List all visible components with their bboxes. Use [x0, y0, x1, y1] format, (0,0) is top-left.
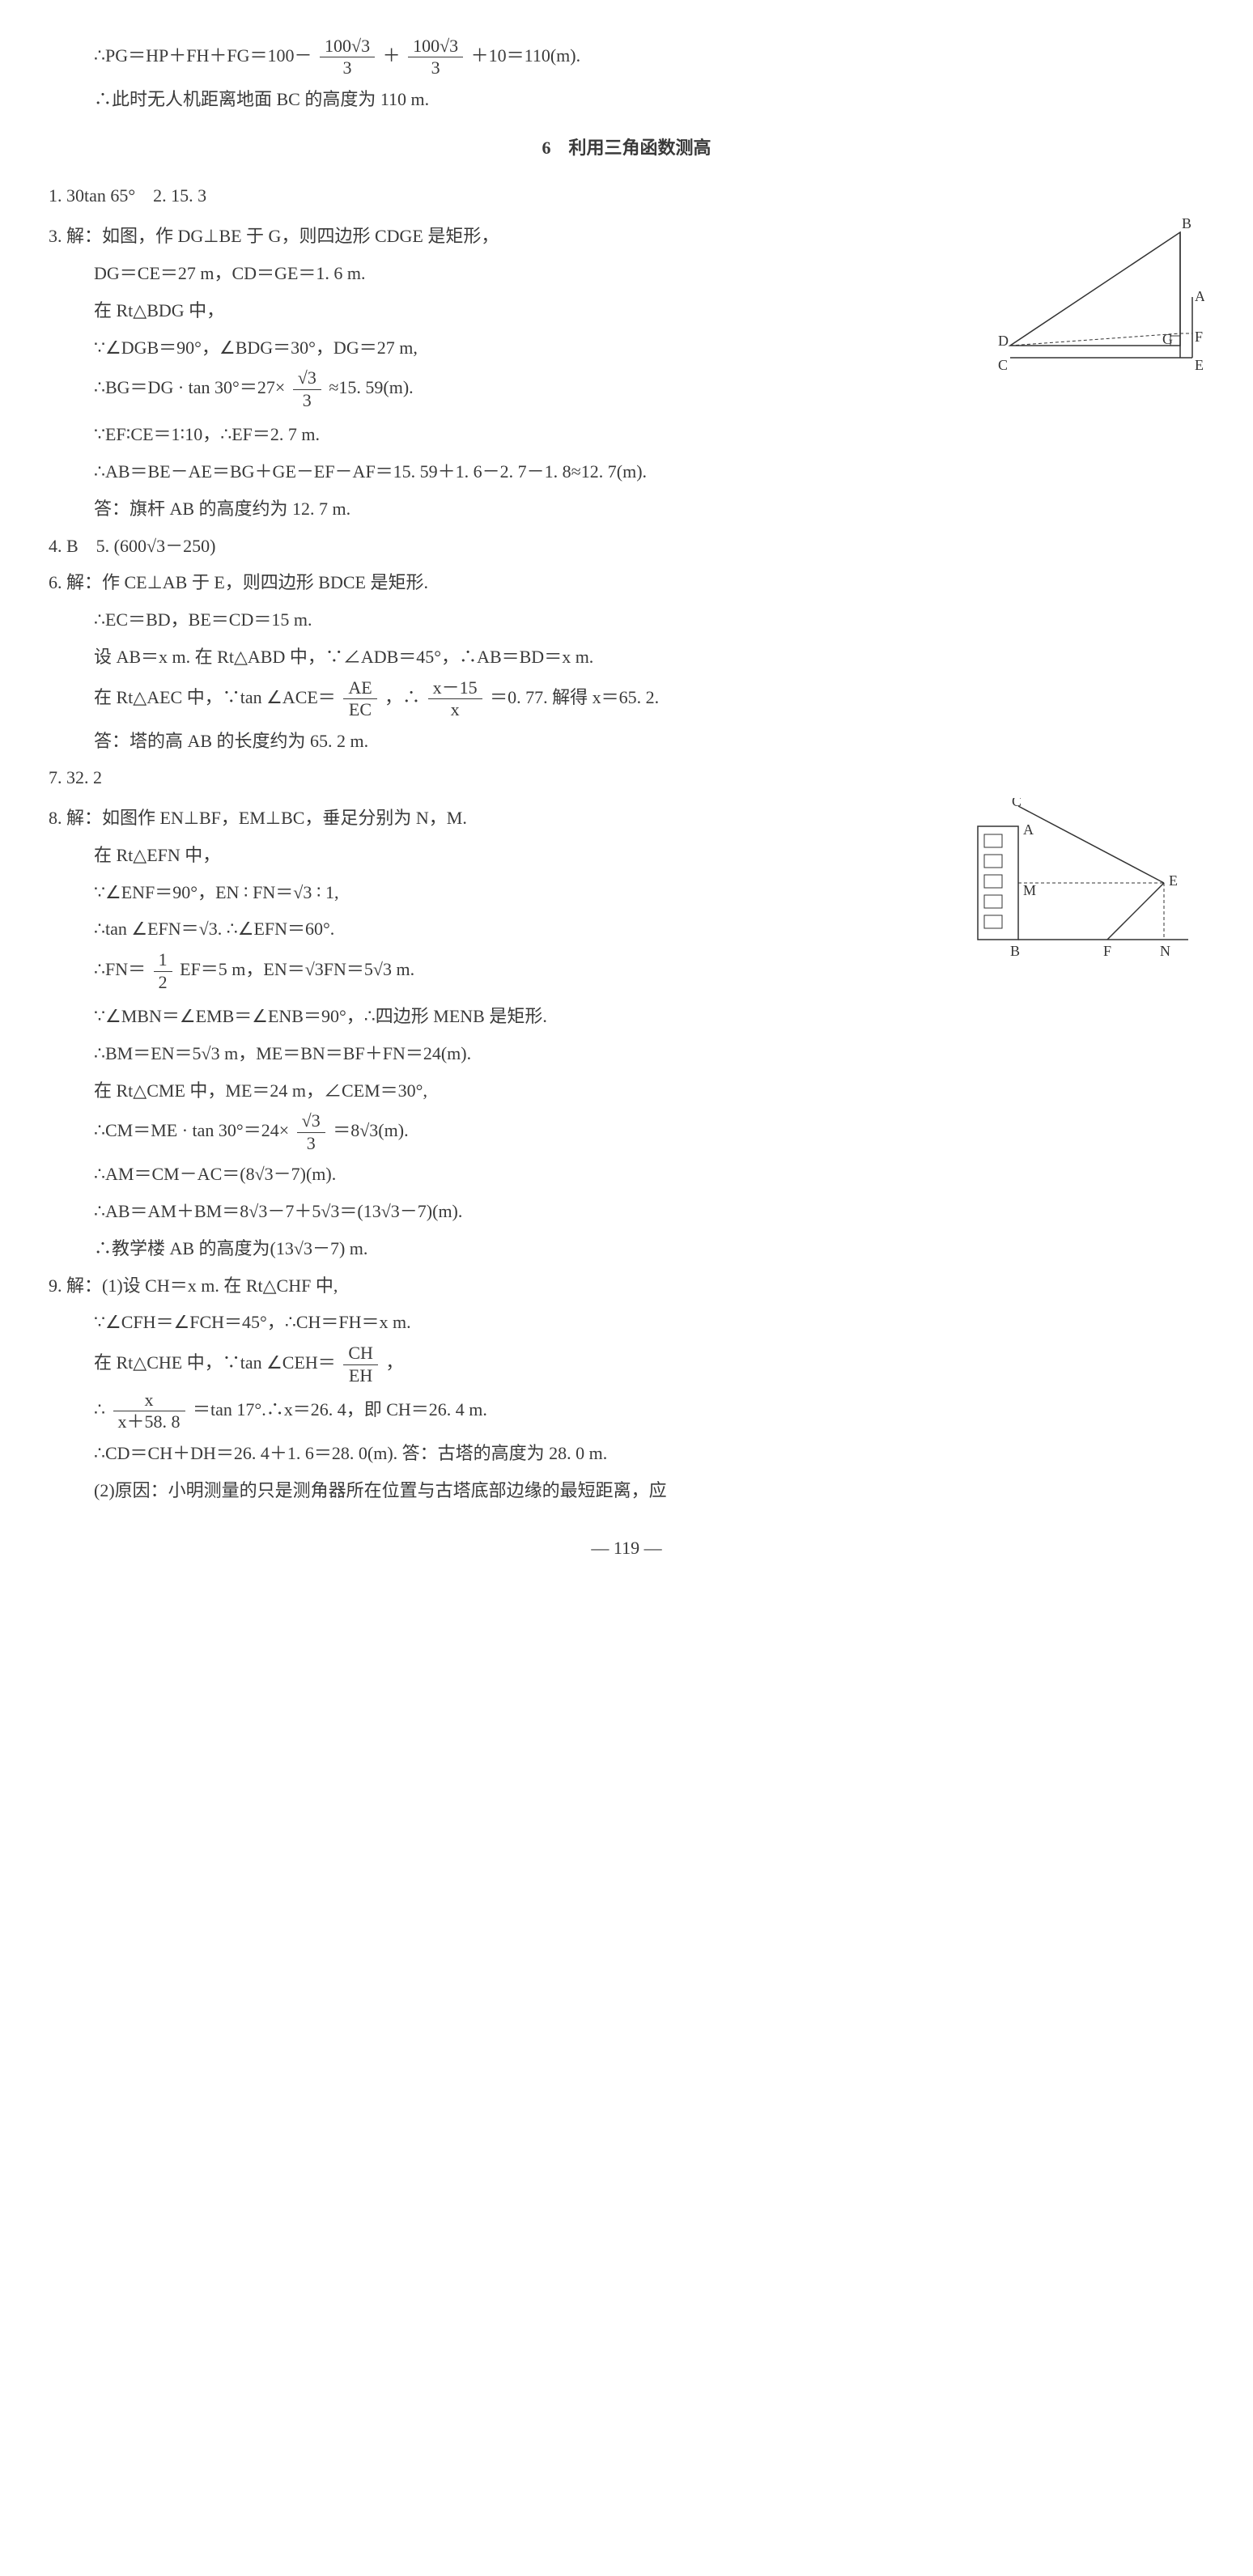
svg-text:B: B — [1182, 216, 1191, 231]
fraction: √33 — [293, 367, 321, 411]
text: ＋ — [383, 45, 401, 66]
fraction: x－15x — [428, 677, 482, 721]
svg-text:N: N — [1160, 943, 1170, 959]
q3-head: 3. 解：如图，作 DG⊥BE 于 G，则四边形 CDGE 是矩形， — [49, 219, 978, 253]
q3-l6: ∴AB＝BE－AE＝BG＋GE－EF－AF＝15. 59＋1. 6－2. 7－1… — [49, 455, 1204, 489]
svg-text:A: A — [1023, 821, 1034, 838]
text: EF＝5 m，EN＝√3FN＝5√3 m. — [180, 959, 414, 979]
text: 在 Rt△CHE 中，∵tan ∠CEH＝ — [94, 1352, 336, 1373]
q8-l3: ∴tan ∠EFN＝√3. ∴∠EFN＝60°. — [49, 912, 945, 946]
svg-text:F: F — [1103, 943, 1111, 959]
text: ＝tan 17°.∴x＝26. 4，即 CH＝26. 4 m. — [193, 1399, 487, 1420]
q8-l4: ∴FN＝ 12 EF＝5 m，EN＝√3FN＝5√3 m. — [49, 949, 945, 993]
text: ≈15. 59(m). — [329, 377, 413, 397]
fraction: 100√33 — [408, 36, 463, 79]
fraction: 100√33 — [320, 36, 375, 79]
svg-text:C: C — [998, 357, 1008, 373]
text: ∴CM＝ME · tan 30°＝24× — [94, 1120, 289, 1140]
q8-l1: 在 Rt△EFN 中， — [49, 838, 945, 872]
page-number: — 119 — — [49, 1531, 1204, 1565]
text: ，∴ — [384, 687, 420, 707]
fraction: CHEH — [343, 1343, 378, 1386]
q1-q2: 1. 30tan 65° 2. 15. 3 — [49, 179, 1204, 213]
q6-l4: 答：塔的高 AB 的长度约为 65. 2 m. — [49, 724, 1204, 758]
q9-l1: ∵∠CFH＝∠FCH＝45°，∴CH＝FH＝x m. — [49, 1305, 1204, 1339]
intro-line-1: ∴PG＝HP＋FH＋FG＝100－ 100√33 ＋ 100√33 ＋10＝11… — [49, 36, 1204, 79]
figure-q8: C A M E B F N — [962, 798, 1204, 968]
q6-l3: 在 Rt△AEC 中，∵tan ∠ACE＝ AEEC ，∴ x－15x ＝0. … — [49, 677, 1204, 721]
q3-l2: 在 Rt△BDG 中， — [49, 294, 978, 328]
q3-l5: ∵EF∶CE＝1∶10，∴EF＝2. 7 m. — [49, 418, 1204, 452]
q8-l7: 在 Rt△CME 中，ME＝24 m，∠CEM＝30°, — [49, 1074, 1204, 1108]
q8-l10: ∴AB＝AM＋BM＝8√3－7＋5√3＝(13√3－7)(m). — [49, 1195, 1204, 1229]
svg-text:F: F — [1195, 329, 1203, 345]
fraction: √33 — [297, 1110, 325, 1154]
q9-l2: 在 Rt△CHE 中，∵tan ∠CEH＝ CHEH ， — [49, 1343, 1204, 1386]
q8-l9: ∴AM＝CM－AC＝(8√3－7)(m). — [49, 1157, 1204, 1191]
q9-l5: (2)原因：小明测量的只是测角器所在位置与古塔底部边缘的最短距离，应 — [49, 1474, 1204, 1508]
text: ＝8√3(m). — [333, 1120, 408, 1140]
q8-l2: ∵∠ENF＝90°，EN ∶ FN＝√3 ∶ 1, — [49, 876, 945, 910]
svg-text:E: E — [1169, 872, 1178, 889]
intro-line-2: ∴此时无人机距离地面 BC 的高度为 110 m. — [49, 83, 1204, 117]
q3-l4: ∴BG＝DG · tan 30°＝27× √33 ≈15. 59(m). — [49, 367, 978, 411]
text: ， — [385, 1352, 403, 1373]
q6-head: 6. 解：作 CE⊥AB 于 E，则四边形 BDCE 是矩形. — [49, 566, 1204, 600]
text: ∴BG＝DG · tan 30°＝27× — [94, 377, 285, 397]
q7: 7. 32. 2 — [49, 761, 1204, 795]
text: ∴PG＝HP＋FH＋FG＝100－ — [94, 45, 312, 66]
q9-l3: ∴ xx＋58. 8 ＝tan 17°.∴x＝26. 4，即 CH＝26. 4 … — [49, 1390, 1204, 1433]
svg-text:E: E — [1195, 357, 1204, 373]
q8-l11: ∴教学楼 AB 的高度为(13√3－7) m. — [49, 1232, 1204, 1266]
q6-l1: ∴EC＝BD，BE＝CD＝15 m. — [49, 603, 1204, 637]
q8-l8: ∴CM＝ME · tan 30°＝24× √33 ＝8√3(m). — [49, 1110, 1204, 1154]
q8-block: 8. 解：如图作 EN⊥BF，EM⊥BC，垂足分别为 N，M. 在 Rt△EFN… — [49, 798, 1204, 996]
q3-l1: DG＝CE＝27 m，CD＝GE＝1. 6 m. — [49, 257, 978, 291]
svg-text:D: D — [998, 333, 1009, 349]
q3-l3: ∵∠DGB＝90°，∠BDG＝30°，DG＝27 m, — [49, 331, 978, 365]
text: ＋10＝110(m). — [471, 45, 580, 66]
q9-l4: ∴CD＝CH＋DH＝26. 4＋1. 6＝28. 0(m). 答：古塔的高度为 … — [49, 1437, 1204, 1470]
svg-text:M: M — [1023, 882, 1036, 898]
svg-text:G: G — [1162, 331, 1173, 347]
q3-l7: 答：旗杆 AB 的高度约为 12. 7 m. — [49, 492, 1204, 526]
svg-text:A: A — [1195, 288, 1204, 304]
q4-q5: 4. B 5. (600√3－250) — [49, 529, 1204, 563]
fraction: 12 — [154, 949, 172, 993]
text: 在 Rt△AEC 中，∵tan ∠ACE＝ — [94, 687, 336, 707]
text: ＝0. 77. 解得 x＝65. 2. — [490, 687, 659, 707]
q8-head: 8. 解：如图作 EN⊥BF，EM⊥BC，垂足分别为 N，M. — [49, 801, 945, 835]
svg-text:B: B — [1010, 943, 1020, 959]
figure-q3: B A D G F C E — [994, 216, 1204, 378]
q8-l6: ∴BM＝EN＝5√3 m，ME＝BN＝BF＋FN＝24(m). — [49, 1037, 1204, 1071]
q6-l2: 设 AB＝x m. 在 Rt△ABD 中，∵∠ADB＝45°，∴AB＝BD＝x … — [49, 640, 1204, 674]
text: ∴FN＝ — [94, 959, 146, 979]
fraction: xx＋58. 8 — [113, 1390, 185, 1433]
q8-l5: ∵∠MBN＝∠EMB＝∠ENB＝90°，∴四边形 MENB 是矩形. — [49, 999, 1204, 1033]
text: ∴ — [94, 1399, 105, 1420]
q3-block: 3. 解：如图，作 DG⊥BE 于 G，则四边形 CDGE 是矩形， DG＝CE… — [49, 216, 1204, 414]
q9-head: 9. 解：(1)设 CH＝x m. 在 Rt△CHF 中, — [49, 1269, 1204, 1303]
fraction: AEEC — [343, 677, 376, 721]
section-title: 6 利用三角函数测高 — [49, 131, 1204, 165]
svg-text:C: C — [1012, 798, 1022, 809]
